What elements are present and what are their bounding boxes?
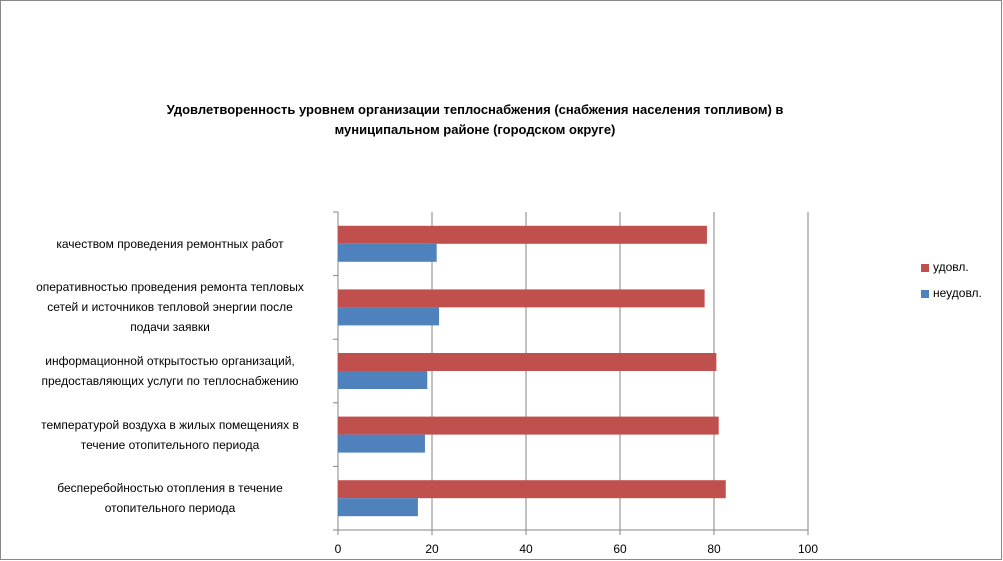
x-tick-label: 80 xyxy=(707,542,721,556)
legend-swatch xyxy=(921,290,929,298)
bar xyxy=(338,480,726,499)
bar xyxy=(338,307,440,326)
x-tick-label: 60 xyxy=(613,542,627,556)
y-tick-label: оперативностью проведения ремонта теплов… xyxy=(36,280,304,335)
x-tick-label: 40 xyxy=(519,542,533,556)
legend-label: неудовл. xyxy=(933,286,982,300)
bar xyxy=(338,289,705,308)
y-tick-label: температурой воздуха в жилых помещениях … xyxy=(41,417,299,452)
y-tick-label: информационной открытостью организаций, … xyxy=(41,354,299,388)
y-tick-label: качеством проведения ремонтных работ xyxy=(56,236,284,251)
bar xyxy=(338,371,428,389)
x-tick-label: 100 xyxy=(798,542,818,556)
x-tick-label: 0 xyxy=(335,542,342,556)
x-tick-label: 20 xyxy=(425,542,439,556)
legend-swatch xyxy=(921,264,929,272)
bar xyxy=(338,434,425,453)
bar xyxy=(338,225,707,244)
chart-title: Удовлетворенность уровнем организации те… xyxy=(166,102,784,137)
bar xyxy=(338,353,717,371)
y-tick-label: бесперебойностью отопления в течение ото… xyxy=(57,481,283,516)
bar xyxy=(338,243,437,262)
bar xyxy=(338,416,719,435)
bar xyxy=(338,498,418,517)
legend-label: удовл. xyxy=(933,260,969,274)
